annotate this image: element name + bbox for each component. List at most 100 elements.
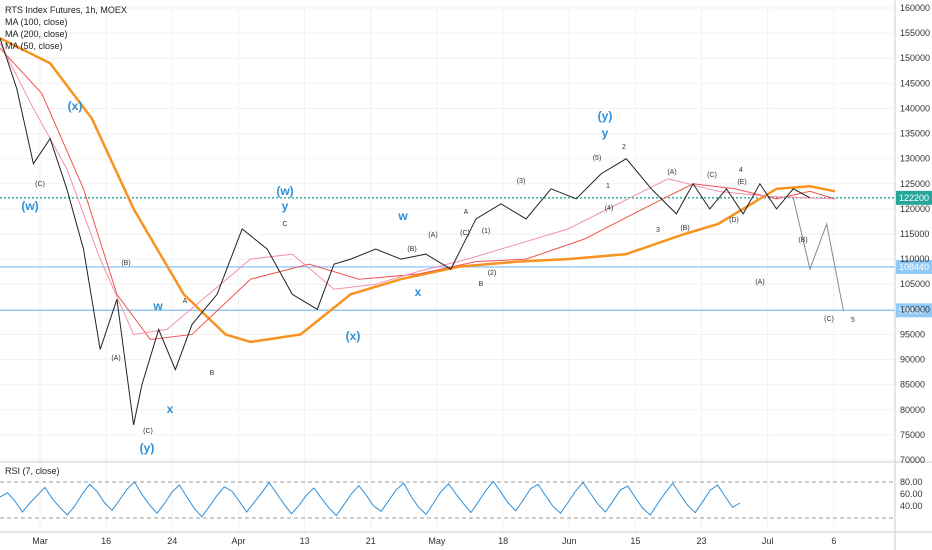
x-tick-label: 23	[697, 536, 707, 546]
y-tick-label: 120000	[900, 204, 930, 214]
wave-label-minor: C	[282, 221, 287, 228]
wave-label-minor: B	[479, 281, 484, 288]
y-tick-label: 145000	[900, 78, 930, 88]
y-tick-label: 75000	[900, 430, 925, 440]
series-line	[0, 47, 836, 340]
grid-layer	[0, 7, 895, 532]
wave-label-minor: (3)	[517, 178, 526, 185]
wave-label-minor: A	[183, 298, 188, 305]
y-tick-label: 160000	[900, 3, 930, 13]
wave-label-minor: (A)	[111, 355, 120, 362]
wave-label-minor: (C)	[707, 172, 717, 179]
chart-title: RTS Index Futures, 1h, MOEX	[5, 5, 127, 15]
wave-label-major: x	[415, 285, 422, 299]
level-layer: 122200 108440 99810	[0, 190, 932, 318]
price-tag-label: 122200	[899, 193, 929, 203]
rsi-layer	[0, 480, 895, 519]
x-tick-label: 6	[831, 536, 836, 546]
wave-label-minor: 2	[622, 144, 626, 151]
x-tick-label: Jun	[562, 536, 577, 546]
x-tick-label: 15	[630, 536, 640, 546]
y-tick-label: 155000	[900, 28, 930, 38]
legend-item-ma200: MA (200, close)	[5, 29, 68, 39]
wave-label-major: (w)	[21, 199, 38, 213]
y-tick-label: 125000	[900, 179, 930, 189]
rsi-tick-label: 60.00	[900, 489, 923, 499]
y-tick-label: 90000	[900, 355, 925, 365]
price-tag	[896, 303, 932, 318]
wave-label-major: w	[397, 209, 408, 223]
wave-label-minor: (5)	[593, 155, 602, 162]
wave-label-minor: (D)	[729, 217, 739, 224]
wave-label-minor: (C)	[35, 181, 45, 188]
projection-path	[792, 197, 844, 311]
price-tag	[896, 190, 932, 205]
wave-label-major: (x)	[68, 99, 83, 113]
y-tick-label: 135000	[900, 129, 930, 139]
x-tick-label: Jul	[762, 536, 774, 546]
y-tick-label: 105000	[900, 279, 930, 289]
rsi-title: RSI (7, close)	[5, 466, 60, 476]
wave-label-major: y	[282, 199, 289, 213]
y-tick-label: 100000	[900, 304, 930, 314]
rsi-line	[0, 480, 741, 518]
wave-label-major: (x)	[346, 329, 361, 343]
legend-item-ma100: MA (100, close)	[5, 17, 68, 27]
wave-label-minor: A	[464, 209, 469, 216]
wave-label-minor: (C)	[143, 428, 153, 435]
wave-label-major: x	[167, 402, 174, 416]
wave-label-minor: (B)	[680, 225, 689, 232]
price-tag-label: 108440	[899, 262, 929, 272]
y-tick-label: 140000	[900, 103, 930, 113]
price-tag	[896, 259, 932, 274]
wave-label-minor: (A)	[428, 232, 437, 239]
wave-label-minor: 1	[606, 183, 610, 190]
series-layer	[0, 37, 844, 425]
x-tick-label: 21	[366, 536, 376, 546]
wave-label-minor: 4	[739, 167, 743, 174]
wave-label-minor: (1)	[482, 228, 491, 235]
y-tick-label: 110000	[900, 254, 929, 264]
series-line	[0, 37, 811, 425]
wave-label-major: (y)	[598, 109, 613, 123]
wave-label-minor: 3	[656, 227, 660, 234]
y-tick-label: 130000	[900, 154, 930, 164]
wave-label-minor: B	[210, 370, 215, 377]
series-line	[0, 37, 836, 344]
price-tag-label: 99810	[899, 305, 924, 315]
wave-label-minor: (B)	[798, 237, 807, 244]
y-tick-label: 115000	[900, 229, 929, 239]
wave-label-minor: (B)	[121, 260, 130, 267]
x-tick-label: May	[428, 536, 446, 546]
wave-label-major: w	[152, 299, 163, 313]
wave-label-minor: (A)	[667, 169, 676, 176]
wave-label-minor: (E)	[737, 179, 746, 186]
wave-label-minor: (A)	[755, 279, 764, 286]
x-tick-label: Apr	[231, 536, 245, 546]
wave-label-major: (w)	[276, 184, 293, 198]
wave-label-minor: 5	[851, 317, 855, 324]
wave-label-minor: (2)	[488, 270, 497, 277]
x-tick-label: 16	[101, 536, 111, 546]
rsi-tick-label: 40.00	[900, 501, 923, 511]
legend-item-ma50: MA (50, close)	[5, 41, 63, 51]
wave-label-major: y	[602, 126, 609, 140]
wave-label-major: (y)	[140, 441, 155, 455]
x-tick-label: 24	[167, 536, 177, 546]
y-tick-label: 150000	[900, 53, 930, 63]
wave-label-minor: (C)	[460, 230, 470, 237]
y-tick-label: 80000	[900, 405, 925, 415]
y-tick-label: 95000	[900, 329, 925, 339]
wave-label-minor: (B)	[407, 246, 416, 253]
annotation-layer: (x)(w)(w)ywx(x)wx(y)y(y)(C)(B)(A)(C)ABC(…	[21, 99, 855, 455]
x-tick-label: 13	[300, 536, 310, 546]
series-line	[0, 42, 836, 335]
x-tick-label: Mar	[32, 536, 48, 546]
y-tick-label: 70000	[900, 455, 925, 465]
x-tick-label: 18	[498, 536, 508, 546]
rsi-tick-label: 80.00	[900, 477, 923, 487]
